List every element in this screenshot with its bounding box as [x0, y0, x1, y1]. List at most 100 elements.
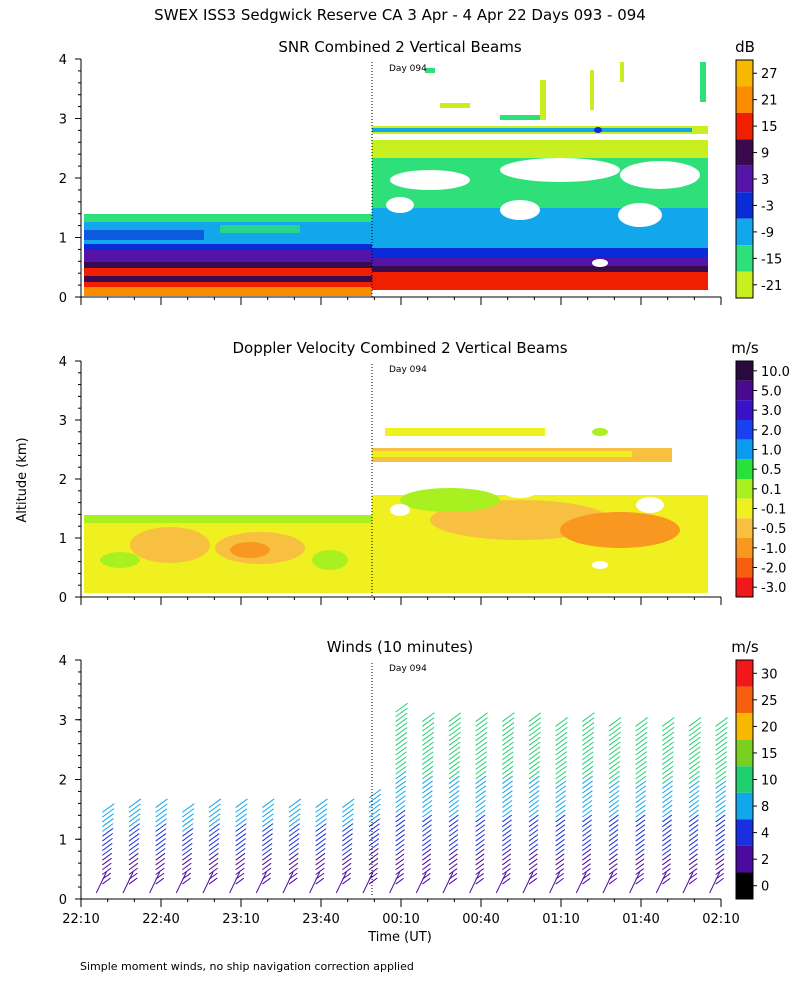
x-tick-label: 22:40	[142, 912, 179, 927]
wind-barb	[715, 795, 726, 804]
wind-barb	[208, 803, 221, 813]
wind-barb	[422, 868, 431, 875]
colorbar-swatch	[736, 766, 753, 793]
wind-barb	[475, 829, 486, 837]
snr-patch-a	[84, 230, 204, 240]
y-tick-label: 4	[59, 355, 67, 370]
wind-barb	[682, 871, 694, 894]
wind-barb	[235, 847, 246, 856]
wind-barb	[662, 838, 672, 847]
colorbar-label: 0.1	[761, 483, 782, 498]
wind-barb	[502, 780, 513, 789]
wind-barb	[528, 824, 539, 832]
snr-echo	[620, 62, 624, 82]
x-tick-label: 23:10	[222, 912, 259, 927]
wind-barb	[635, 838, 645, 847]
wind-barb	[475, 834, 485, 842]
wind-barb	[448, 868, 458, 875]
wind-barb	[368, 813, 381, 823]
wind-barb	[155, 828, 167, 837]
wind-barb	[368, 823, 380, 832]
wind-barb	[555, 717, 568, 727]
wind-barb	[368, 857, 379, 866]
colorbar-label: -0.1	[761, 503, 786, 518]
wind-barb	[448, 741, 461, 751]
doppler-patch	[230, 542, 270, 558]
wind-barb	[395, 741, 407, 751]
snr-colorbar: 27 21 15 9 3 -3 -9 -15 -21	[735, 59, 782, 299]
wind-barb	[635, 853, 645, 861]
wind-barb	[342, 867, 352, 875]
wind-barb	[555, 780, 567, 789]
wind-barb	[475, 785, 487, 794]
wind-barb	[448, 853, 458, 861]
wind-barb	[155, 877, 165, 885]
wind-barb	[502, 775, 514, 785]
wind-barb	[102, 862, 112, 871]
wind-barb	[662, 863, 671, 871]
wind-barb	[262, 867, 272, 875]
wind-barb	[448, 814, 459, 823]
wind-barb	[528, 761, 541, 770]
wind-barb	[688, 765, 701, 775]
colorbar-swatch	[736, 557, 753, 578]
colorbar-label: 10	[761, 774, 778, 789]
wind-barb	[608, 765, 621, 775]
snr-heatmap	[84, 62, 708, 296]
wind-barb	[422, 736, 434, 746]
wind-barb	[475, 868, 485, 875]
colorbar-swatch	[736, 192, 753, 219]
wind-barb	[502, 712, 515, 722]
wind-barb	[422, 795, 433, 804]
wind-barb	[155, 818, 167, 828]
wind-barb	[575, 871, 587, 894]
wind-barb	[422, 712, 435, 722]
wind-barb	[288, 877, 298, 885]
wind-barb	[102, 842, 113, 852]
wind-barb	[155, 857, 166, 866]
wind-barb	[582, 780, 593, 789]
wind-barb	[208, 877, 218, 885]
wind-barb	[182, 813, 194, 823]
colorbar-swatch	[736, 439, 753, 460]
wind-barb	[395, 853, 405, 861]
snr-panel-title: SNR Combined 2 Vertical Beams	[278, 38, 521, 56]
colorbar-swatch	[736, 792, 753, 820]
wind-barb	[448, 843, 459, 852]
wind-barb	[155, 852, 166, 861]
wind-barb	[688, 868, 698, 875]
wind-barb	[715, 824, 726, 832]
wind-barb	[688, 741, 701, 751]
wind-barb	[448, 770, 460, 780]
wind-barb	[395, 770, 407, 780]
snr-gap	[390, 170, 470, 190]
wind-barb	[128, 813, 141, 823]
wind-barb	[262, 838, 273, 847]
wind-barb	[662, 799, 673, 808]
wind-barb	[475, 726, 488, 737]
wind-barb	[235, 798, 248, 808]
wind-barb	[635, 785, 647, 794]
wind-barb	[688, 731, 701, 742]
wind-barb	[502, 726, 515, 737]
wind-barb	[128, 838, 140, 847]
wind-barb	[395, 702, 408, 713]
wind-barb	[202, 871, 214, 894]
wind-barb	[688, 746, 701, 756]
wind-barb	[422, 838, 432, 847]
wind-barb	[582, 819, 592, 828]
doppler-patch	[560, 512, 680, 548]
wind-barb	[448, 775, 460, 785]
wind-barb	[389, 871, 401, 894]
wind-barb	[555, 760, 567, 770]
wind-barb	[288, 823, 300, 832]
wind-barb	[342, 838, 353, 847]
doppler-patch	[312, 550, 348, 570]
wind-barb	[608, 756, 621, 765]
wind-barb	[235, 803, 248, 813]
wind-barb	[288, 813, 301, 823]
wind-barb	[288, 833, 300, 842]
wind-barb	[715, 780, 727, 789]
snr-gap	[618, 203, 662, 227]
wind-barb	[502, 834, 512, 842]
